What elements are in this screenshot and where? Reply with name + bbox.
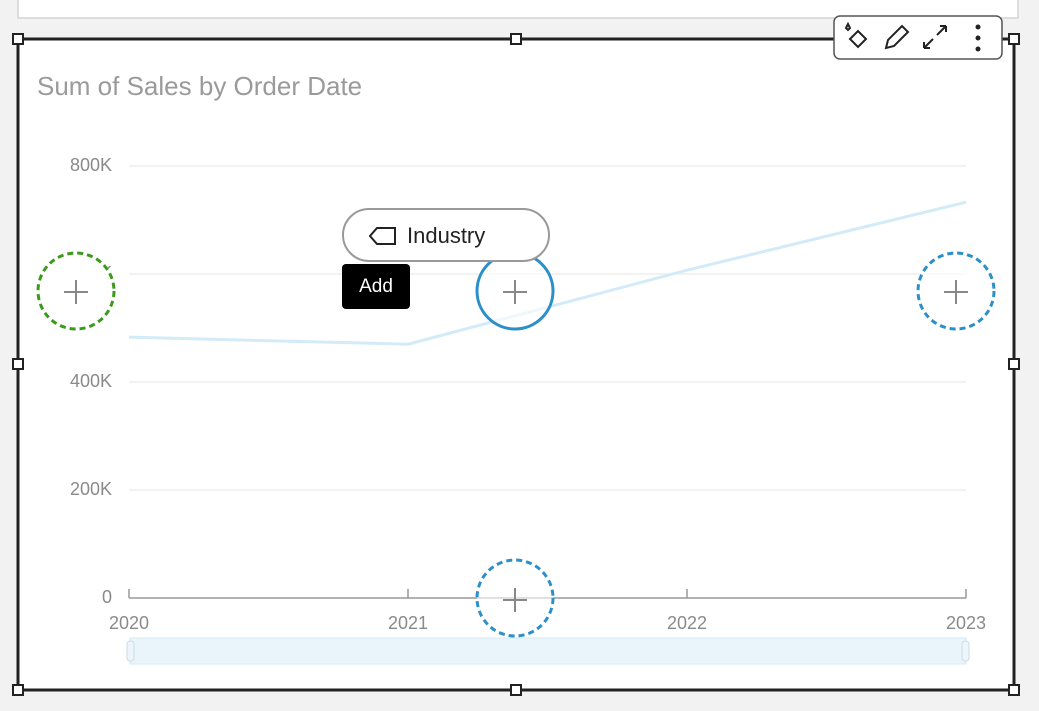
previous-visual [17,0,1019,19]
drop-target-bottom[interactable] [475,558,555,638]
x-tick-label: 2022 [667,613,707,633]
y-tick-label: 800K [70,155,112,175]
y-tick-label: 400K [70,371,112,391]
x-tick-label: 2023 [946,613,986,633]
visual-toolbar [833,15,1003,60]
tooltip: Add [342,264,410,309]
y-tick-label: 200K [70,479,112,499]
pill-label: Industry [407,223,485,248]
drop-target-left[interactable] [36,251,116,331]
x-tick-label: 2021 [388,613,428,633]
slider-handle[interactable] [126,640,135,662]
drop-target-right[interactable] [916,251,996,331]
insights-icon[interactable] [844,21,868,49]
field-pill[interactable]: Industry [342,208,550,262]
plot: 0200K400K600K800K2020202120222023 [70,155,986,633]
slider-handle[interactable] [961,640,970,662]
x-tick-label: 2020 [109,613,149,633]
expand-icon[interactable] [923,25,947,49]
drop-target-center[interactable] [475,251,555,331]
tooltip-text: Add [359,276,393,297]
range-slider[interactable] [129,637,967,665]
chart-title: Sum of Sales by Order Date [37,71,362,101]
edit-icon[interactable] [884,24,910,50]
menu-icon[interactable] [975,24,981,52]
y-tick-label: 0 [102,587,112,607]
resize-handles [12,33,1020,696]
